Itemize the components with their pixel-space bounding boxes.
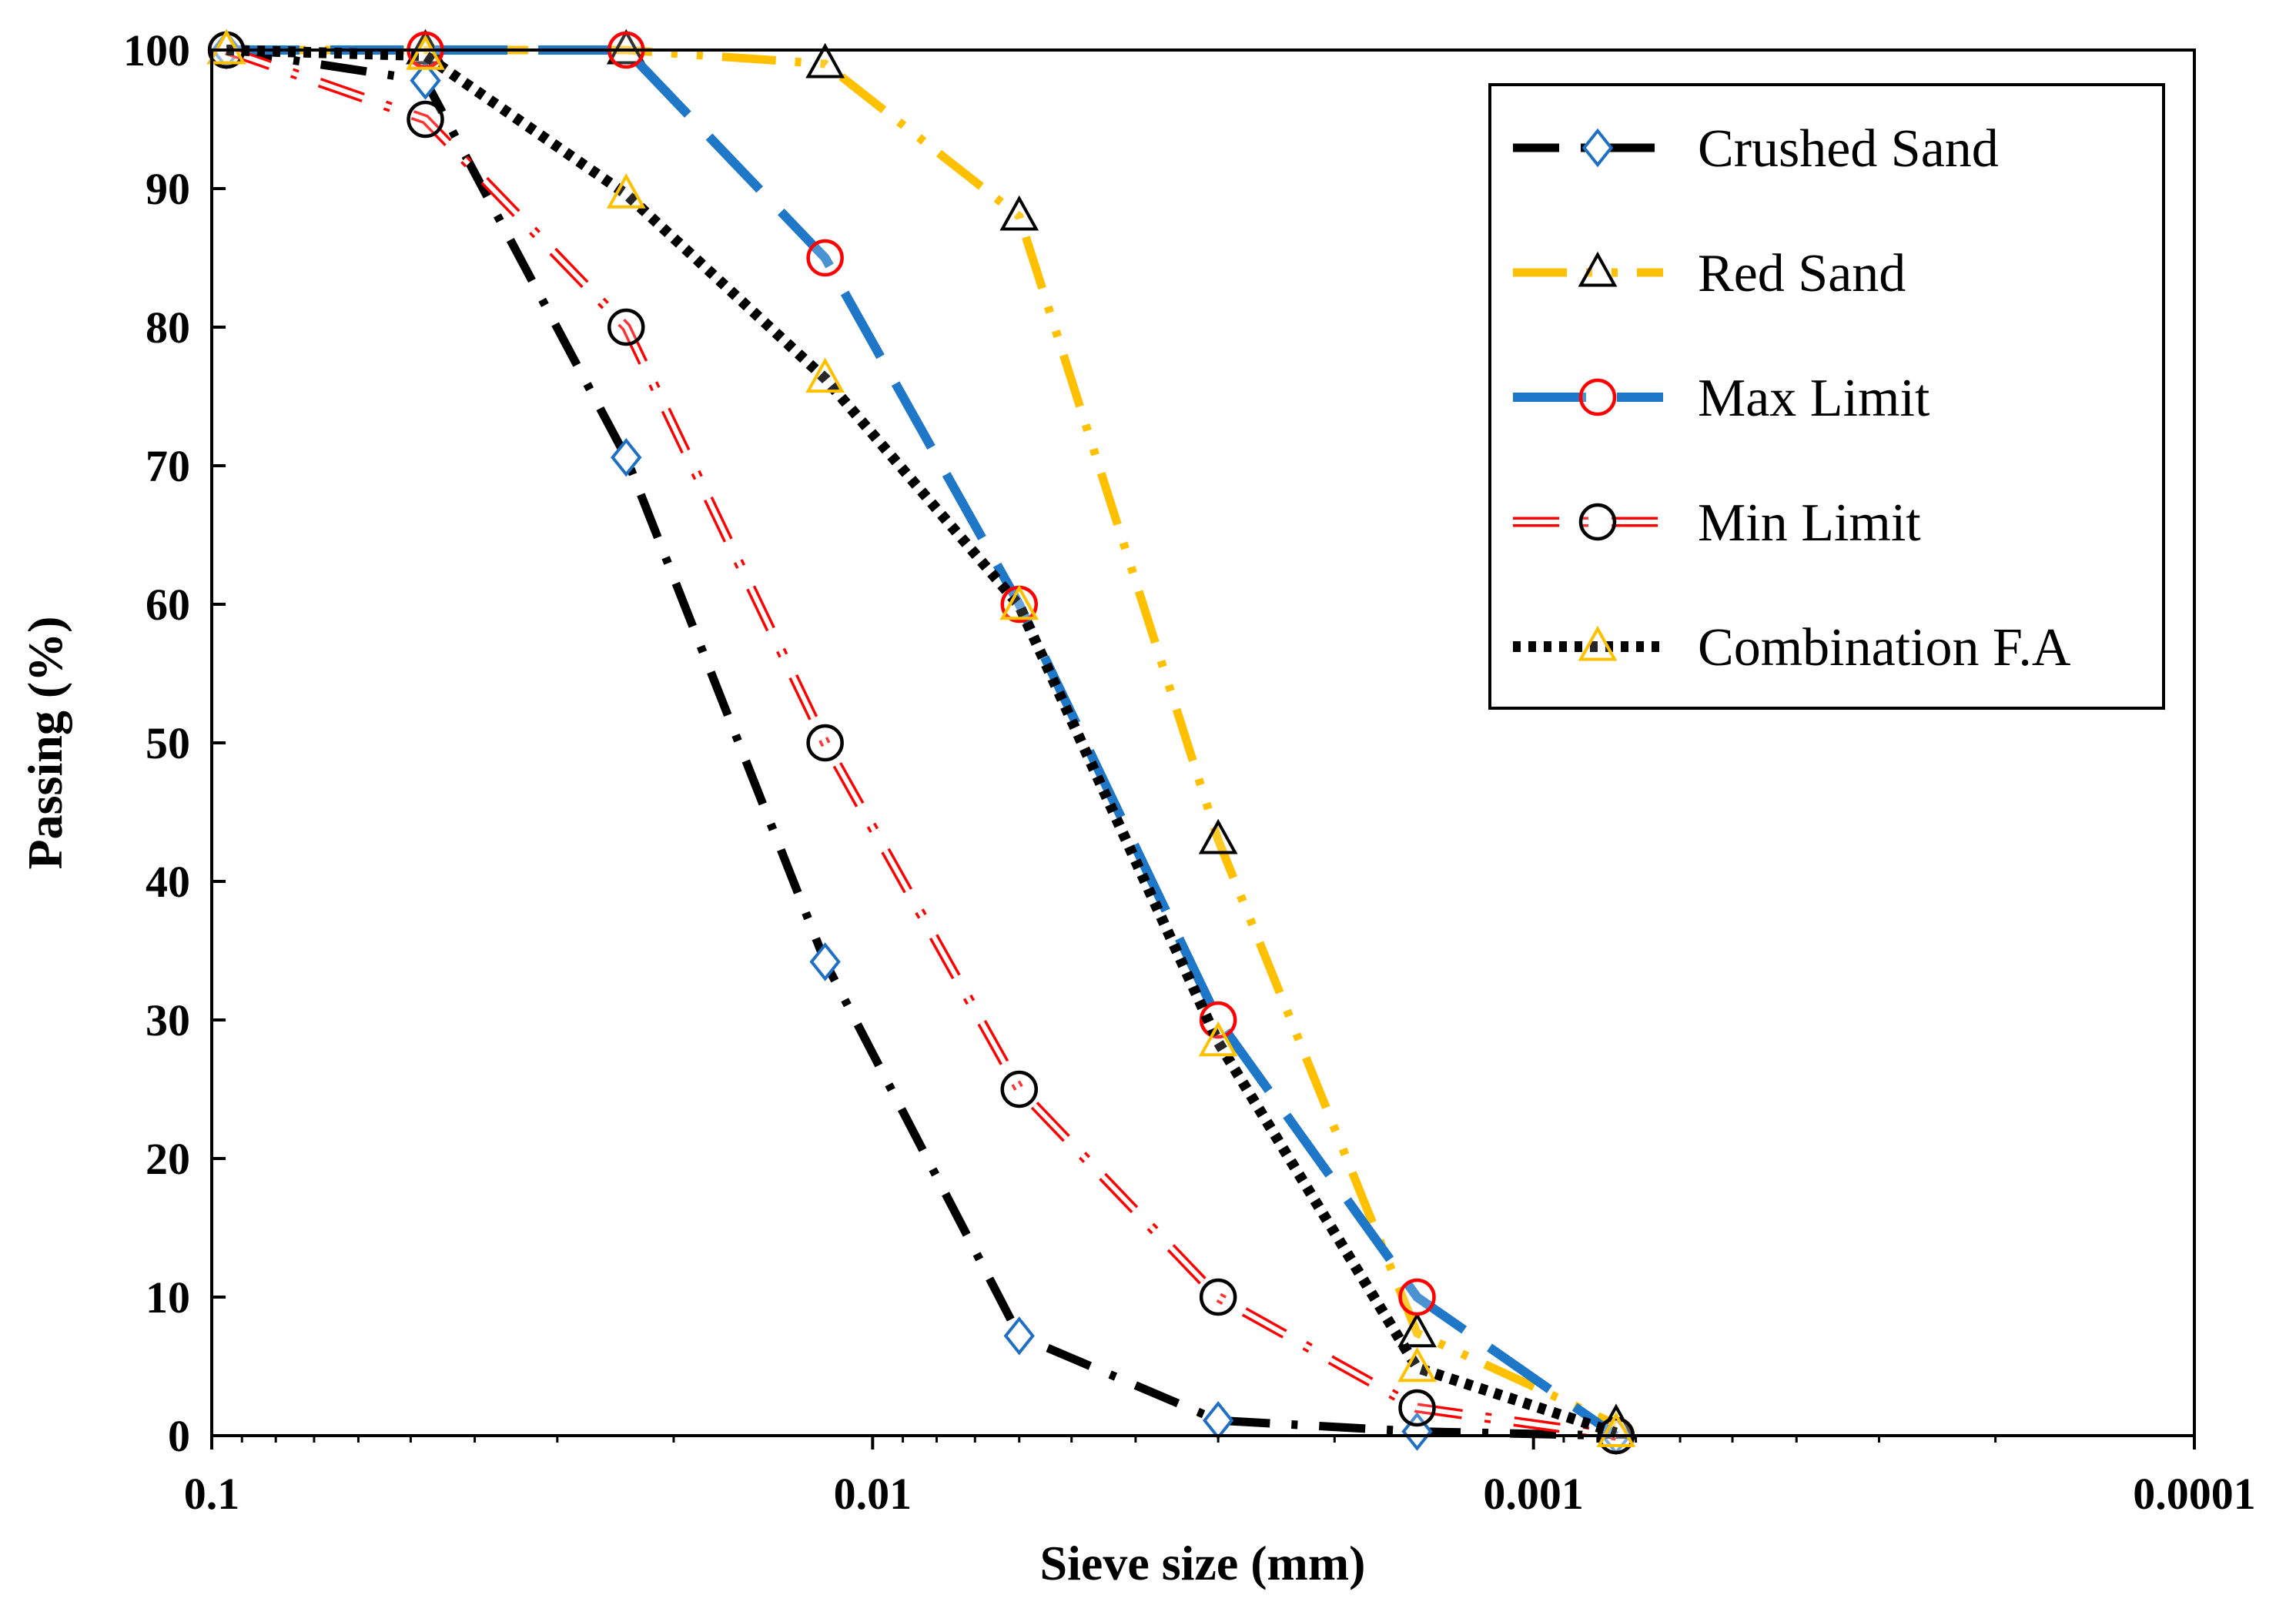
y-tick-label: 20 xyxy=(146,1134,190,1184)
data-point-combination-f-a-6 xyxy=(1397,1346,1437,1383)
x-tick-label: 0.1 xyxy=(184,1469,240,1519)
data-point-red-sand-4 xyxy=(999,195,1039,231)
y-tick-label: 100 xyxy=(123,25,190,75)
data-point-combination-f-a-1 xyxy=(406,34,445,70)
series-layer xyxy=(206,28,1636,1456)
legend-item-red-sand: Red Sand xyxy=(1513,244,1906,303)
data-point-min-limit-2 xyxy=(607,308,645,346)
y-tick-label: 90 xyxy=(146,164,190,214)
y-tick-label: 30 xyxy=(146,995,190,1045)
y-tick-label: 80 xyxy=(146,303,190,353)
data-point-max-limit-6 xyxy=(1398,1278,1436,1316)
data-point-red-sand-6 xyxy=(1397,1312,1437,1348)
data-point-combination-f-a-4 xyxy=(999,584,1039,620)
legend-label-combination-f-a: Combination F.A xyxy=(1698,618,2071,677)
legend-label-min-limit: Min Limit xyxy=(1698,493,1921,553)
series-line-crushed-sand xyxy=(226,45,1617,1440)
data-point-crushed-sand-1 xyxy=(410,61,441,100)
data-point-red-sand-2 xyxy=(606,28,646,65)
y-tick-label: 50 xyxy=(146,718,190,768)
legend-label-crushed-sand: Crushed Sand xyxy=(1698,119,1999,179)
y-axis-ticks: 0 10 20 30 40 50 60 70 80 90 100 xyxy=(123,25,226,1461)
legend-item-combination-f-a: Combination F.A xyxy=(1513,618,2071,677)
data-point-crushed-sand-4 xyxy=(1003,1316,1035,1356)
data-point-min-limit-1 xyxy=(407,100,444,139)
legend-marker-combination-f-a xyxy=(1578,625,1618,661)
legend-box xyxy=(1488,83,2165,710)
data-point-crushed-sand-2 xyxy=(611,437,642,477)
series-line-red-sand xyxy=(226,45,1618,1429)
data-point-combination-f-a-2 xyxy=(606,172,646,209)
data-point-min-limit-3 xyxy=(806,724,844,762)
data-point-crushed-sand-3 xyxy=(809,942,841,981)
data-point-min-limit-5 xyxy=(1199,1278,1237,1316)
data-point-combination-f-a-0 xyxy=(206,28,246,65)
x-tick-label: 0.01 xyxy=(834,1469,912,1519)
data-point-min-limit-6 xyxy=(1398,1389,1436,1427)
x-axis-title: Sieve size (mm) xyxy=(1040,1536,1366,1590)
y-tick-label: 60 xyxy=(146,580,190,630)
y-tick-label: 10 xyxy=(146,1272,190,1322)
data-point-min-limit-4 xyxy=(1000,1070,1039,1108)
y-axis-title: Passing (%) xyxy=(18,617,72,870)
legend-item-max-limit: Max Limit xyxy=(1513,369,1930,428)
legend: Crushed Sand Red Sand Max Limit Min Limit Co… xyxy=(1488,83,2165,710)
series-combination-f-a xyxy=(206,28,1636,1447)
legend-marker-max-limit xyxy=(1578,378,1617,416)
x-tick-label: 0.0001 xyxy=(2133,1469,2256,1519)
legend-item-crushed-sand: Crushed Sand xyxy=(1513,119,1999,179)
x-axis-ticks: 0.1 0.01 0.001 0.0001 xyxy=(184,1436,2256,1519)
y-tick-label: 40 xyxy=(146,857,190,907)
data-point-combination-f-a-7 xyxy=(1596,1412,1636,1447)
data-point-combination-f-a-5 xyxy=(1198,1021,1238,1057)
x-tick-label: 0.001 xyxy=(1483,1469,1584,1519)
legend-label-red-sand: Red Sand xyxy=(1698,244,1906,303)
series-line-combination-f-a xyxy=(226,45,1618,1439)
y-tick-label: 70 xyxy=(146,441,190,491)
series-line-min-limit-inner xyxy=(226,48,1617,1438)
legend-marker-min-limit xyxy=(1578,503,1617,541)
data-point-red-sand-3 xyxy=(805,42,845,79)
data-point-max-limit-5 xyxy=(1199,1001,1237,1039)
legend-marker-red-sand xyxy=(1578,251,1618,287)
legend-item-min-limit: Min Limit xyxy=(1513,493,1921,553)
data-point-combination-f-a-3 xyxy=(805,357,845,393)
legend-marker-crushed-sand xyxy=(1581,128,1614,168)
data-point-red-sand-5 xyxy=(1198,818,1238,854)
y-tick-label: 0 xyxy=(168,1411,190,1461)
legend-label-max-limit: Max Limit xyxy=(1698,369,1930,428)
data-point-max-limit-3 xyxy=(806,239,844,277)
